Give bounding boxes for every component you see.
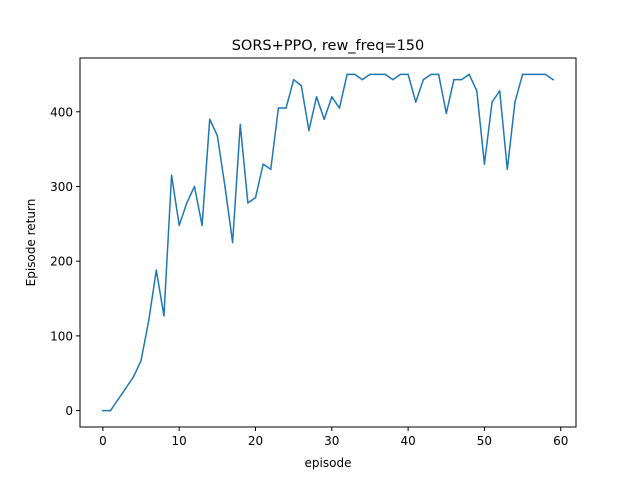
data-point [369, 73, 371, 76]
data-point [552, 78, 554, 81]
data-point [460, 78, 463, 81]
data-point [315, 96, 318, 98]
data-point [262, 163, 264, 165]
data-point [208, 118, 211, 120]
data-point [468, 73, 470, 76]
data-point [170, 174, 173, 177]
plot-frame [79, 57, 577, 428]
data-point [231, 241, 234, 244]
data-point [514, 101, 516, 103]
x-axis-label: episode [305, 456, 352, 470]
data-point [277, 107, 280, 109]
data-point [186, 202, 188, 204]
data-point [155, 269, 158, 271]
data-point [147, 320, 150, 322]
x-tick-label: 30 [324, 434, 339, 448]
data-point [132, 376, 135, 378]
data-point [331, 96, 333, 98]
data-point [216, 134, 219, 137]
data-point [163, 314, 165, 317]
data-point [224, 185, 226, 188]
data-point [117, 398, 119, 401]
ticks-layer: 0 10 20 30 40 50 60 0 100 200 300 400 [50, 105, 568, 448]
series-layer [102, 73, 555, 412]
data-point [254, 196, 257, 199]
data-point [491, 101, 493, 103]
data-point [178, 224, 180, 227]
data-point [445, 112, 448, 115]
data-point [384, 73, 386, 76]
x-tick-label: 50 [477, 434, 492, 448]
data-point [247, 202, 249, 204]
data-point [506, 168, 509, 171]
data-point [498, 90, 501, 92]
data-point [437, 73, 440, 76]
y-axis-label: Episode return [24, 199, 38, 287]
data-point [537, 73, 539, 76]
data-point [239, 123, 241, 126]
y-tick-label: 200 [50, 255, 73, 269]
data-point [376, 73, 379, 76]
data-point [193, 185, 196, 188]
x-tick-label: 40 [400, 434, 415, 448]
data-point [125, 387, 127, 389]
data-point [407, 73, 409, 76]
data-point [483, 163, 486, 165]
data-point [544, 73, 547, 76]
data-point [102, 409, 104, 412]
data-point [422, 78, 425, 81]
x-tick-label: 0 [99, 434, 107, 448]
data-point [430, 73, 432, 76]
y-tick-label: 300 [50, 180, 73, 194]
data-point [308, 129, 310, 132]
data-point [353, 73, 356, 76]
data-point [285, 107, 287, 109]
data-point [201, 224, 203, 227]
series-line [102, 73, 555, 412]
data-point [338, 107, 341, 109]
data-point [529, 73, 531, 76]
data-point [140, 359, 142, 362]
data-point [292, 78, 295, 81]
data-point [361, 78, 364, 81]
chart-title: SORS+PPO, rew_freq=150 [232, 38, 425, 54]
data-point [476, 90, 478, 92]
x-tick-label: 60 [553, 434, 568, 448]
y-tick-label: 100 [50, 329, 73, 343]
data-point [399, 73, 402, 76]
data-point [323, 118, 325, 120]
y-tick-label: 400 [50, 105, 73, 119]
data-point [415, 101, 417, 103]
x-tick-label: 10 [172, 434, 187, 448]
y-tick-label: 0 [65, 404, 73, 418]
data-point [346, 73, 348, 76]
data-point [109, 409, 112, 412]
data-point [392, 78, 394, 81]
data-point [521, 73, 524, 76]
data-point [453, 78, 455, 81]
data-point [300, 84, 303, 87]
data-point [270, 168, 272, 171]
x-tick-label: 20 [248, 434, 263, 448]
